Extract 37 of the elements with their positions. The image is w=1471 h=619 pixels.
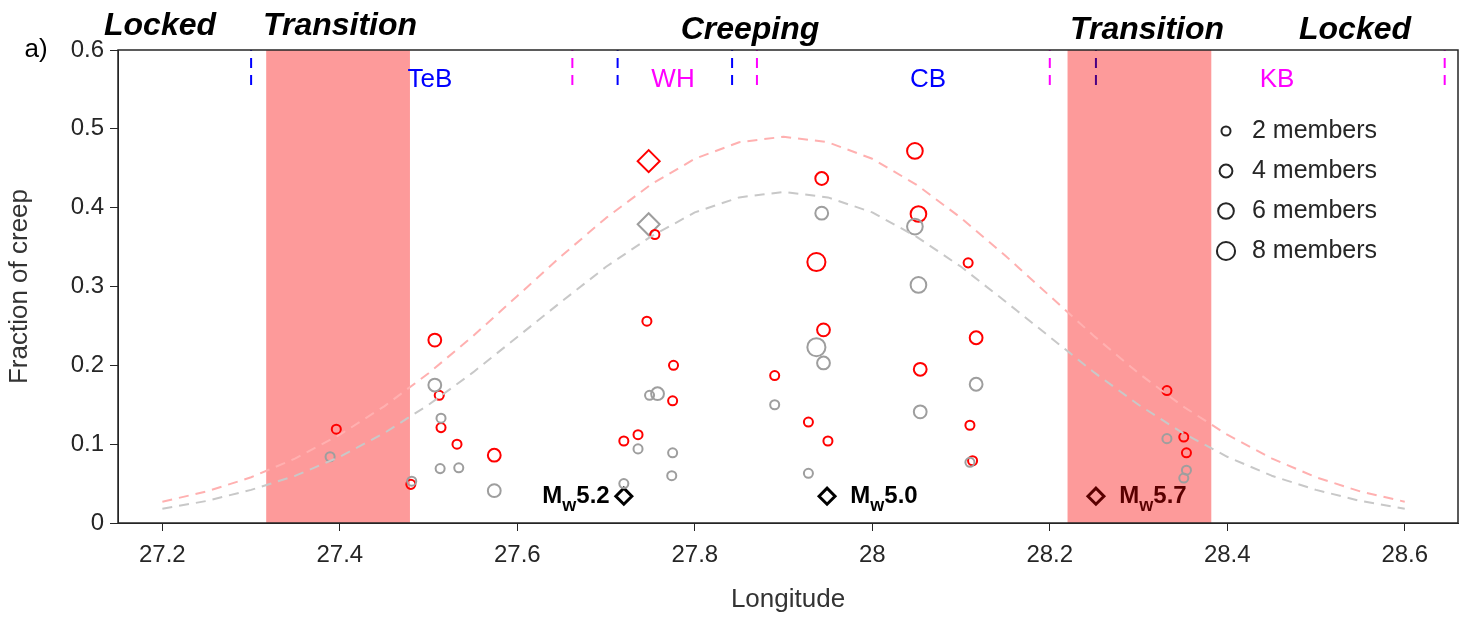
y-tick-label: 0.3	[70, 271, 104, 299]
y-tick-label: 0	[90, 507, 104, 535]
y-tick-label: 0.5	[70, 113, 104, 141]
text: Locked	[103, 5, 218, 42]
text: a)	[24, 33, 48, 64]
y-tick-label: 0.1	[70, 428, 104, 456]
y-axis-title: Fraction of creep	[2, 188, 33, 385]
line-series	[161, 190, 1406, 510]
text: Locked	[1298, 9, 1413, 46]
annotation: TeB	[407, 63, 453, 94]
y-tick-label: 0.2	[70, 349, 104, 377]
annotation: KB	[1259, 63, 1295, 94]
point	[1086, 486, 1106, 506]
text: Transition	[1069, 9, 1225, 46]
x-tick-label: 27.2	[139, 540, 186, 568]
point	[817, 486, 837, 506]
point	[636, 212, 661, 237]
legend-label: 4 members	[1252, 154, 1378, 183]
legend-label: 6 members	[1252, 194, 1378, 223]
x-tick-label: 27.4	[316, 540, 364, 568]
x-tick-label: 28.6	[1381, 540, 1429, 568]
x-tick-label: 28.2	[1026, 540, 1074, 568]
annotation: CB	[909, 63, 947, 94]
x-tick-label: 27.8	[671, 540, 719, 568]
x-tick-label: 28	[858, 540, 886, 568]
x-tick-label: 27.6	[493, 540, 541, 568]
point	[636, 149, 661, 174]
text: Creeping	[680, 9, 820, 46]
legend-label: 8 members	[1252, 234, 1378, 263]
y-tick-label: 0.6	[70, 34, 104, 62]
annotation: WH	[651, 63, 695, 94]
text: Transition	[262, 5, 418, 42]
point	[614, 486, 634, 506]
y-tick-label: 0.4	[70, 192, 104, 220]
x-tick-label: 28.4	[1203, 540, 1251, 568]
legend-label: 2 members	[1252, 114, 1378, 143]
x-axis-title: Longitude	[730, 582, 846, 613]
